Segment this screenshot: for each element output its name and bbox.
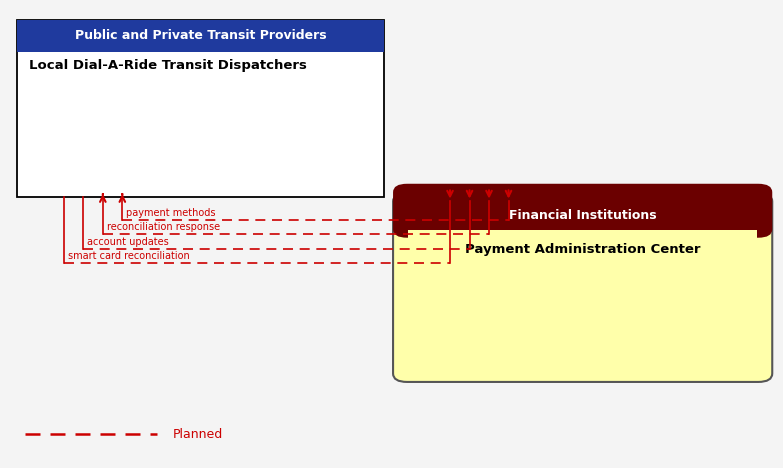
Bar — [408, 230, 757, 373]
Text: account updates: account updates — [87, 237, 169, 247]
Text: Financial Institutions: Financial Institutions — [509, 209, 656, 222]
Bar — [17, 20, 384, 51]
FancyBboxPatch shape — [393, 184, 772, 238]
Bar — [408, 215, 757, 229]
Text: smart card reconciliation: smart card reconciliation — [67, 251, 189, 261]
Text: Public and Private Transit Providers: Public and Private Transit Providers — [74, 29, 327, 42]
Text: Payment Administration Center: Payment Administration Center — [465, 243, 701, 256]
Bar — [17, 20, 384, 197]
Text: Local Dial-A-Ride Transit Dispatchers: Local Dial-A-Ride Transit Dispatchers — [29, 58, 307, 72]
FancyBboxPatch shape — [393, 193, 772, 382]
Text: payment methods: payment methods — [126, 208, 216, 218]
Text: reconciliation response: reconciliation response — [106, 222, 220, 232]
Text: Planned: Planned — [173, 428, 223, 440]
